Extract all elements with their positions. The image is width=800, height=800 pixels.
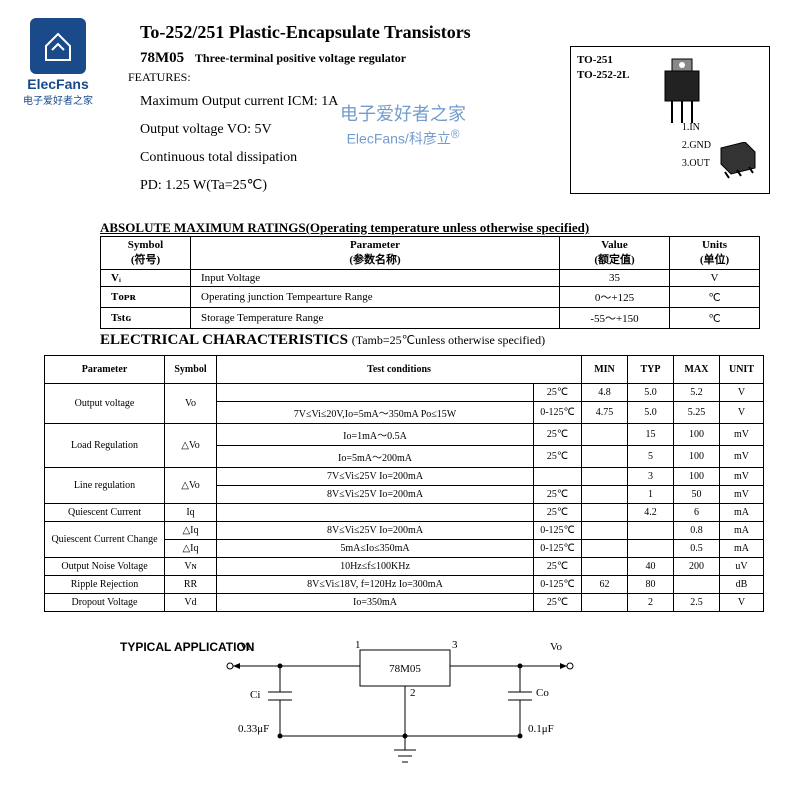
col-units: Units(单位): [670, 237, 760, 270]
page-title: To-252/251 Plastic-Encapsulate Transisto…: [140, 22, 471, 43]
amr-title: ABSOLUTE MAXIMUM RATINGS(Operating tempe…: [100, 220, 760, 236]
feature-item: PD: 1.25 W(Ta=25℃): [140, 172, 338, 200]
table-row: Load Regulation △Vo Io=1mA～0.5A 25℃ 15 1…: [45, 424, 764, 446]
table-header-row: Symbol(符号) Parameter(参数名称) Value(额定值) Un…: [101, 237, 760, 270]
table-row: Quiescent Current Iq 25℃ 4.2 6 mA: [45, 504, 764, 522]
svg-text:Co: Co: [536, 687, 549, 699]
part-description: Three-terminal positive voltage regulato…: [195, 51, 406, 65]
package-box: TO-251 TO-252-2L 1.IN 2.GND 3.OUT: [570, 46, 770, 194]
svg-text:2: 2: [410, 687, 416, 699]
svg-text:Vi: Vi: [240, 641, 250, 653]
svg-text:0.1μF: 0.1μF: [528, 723, 554, 735]
table-row: Line regulation △Vo 7V≤Vi≤25V Io=200mA 3…: [45, 468, 764, 486]
svg-text:Vo: Vo: [550, 641, 563, 653]
part-number: 78M05: [140, 50, 184, 66]
table-row: Output voltage Vo 25℃ 4.8 5.0 5.2 V: [45, 384, 764, 402]
brand-logo: ElecFans 电子爱好者之家: [18, 18, 98, 107]
package-drawing-to252: [715, 142, 761, 185]
package-pins: 1.IN 2.GND 3.OUT: [682, 119, 711, 173]
pin-label: 3.OUT: [682, 155, 711, 173]
svg-text:0.33μF: 0.33μF: [238, 723, 269, 735]
watermark-en: ElecFans/科彦立®: [340, 127, 466, 149]
circuit-diagram: 78M05 1 3 2 Vi Vo Ci 0.33μF Co 0.1μF: [200, 636, 600, 776]
amr-table: Symbol(符号) Parameter(参数名称) Value(额定值) Un…: [100, 236, 760, 329]
logo-subtitle: 电子爱好者之家: [18, 92, 98, 107]
feature-item: Maximum Output current ICM: 1A: [140, 88, 338, 116]
part-row: 78M05 Three-terminal positive voltage re…: [140, 50, 406, 67]
table-row: Tᴏᴘʀ Operating junction Tempearture Rang…: [101, 287, 760, 308]
table-row: Ripple Rejection RR 8V≤Vi≤18V, f=120Hz I…: [45, 576, 764, 594]
ec-table: Parameter Symbol Test conditions MIN TYP…: [44, 355, 764, 612]
col-symbol: Symbol(符号): [101, 237, 191, 270]
col-parameter: Parameter(参数名称): [191, 237, 560, 270]
feature-item: Continuous total dissipation: [140, 144, 338, 172]
table-row: Quiescent Current Change △Iq 8V≤Vi≤25V I…: [45, 522, 764, 540]
table-row: Vᵢ Input Voltage 35 V: [101, 270, 760, 287]
ec-title: ELECTRICAL CHARACTERISTICS (Tamb=25℃unle…: [100, 332, 764, 349]
table-row: Tstɢ Storage Temperature Range -55～+150 …: [101, 308, 760, 329]
features-header: FEATURES:: [128, 70, 191, 85]
table-row: Output Noise Voltage Vɴ 10Hz≤f≤100KHz 25…: [45, 558, 764, 576]
logo-name: ElecFans: [18, 76, 98, 92]
amr-section: ABSOLUTE MAXIMUM RATINGS(Operating tempe…: [100, 220, 760, 329]
svg-text:1: 1: [355, 639, 361, 651]
logo-icon: [30, 18, 86, 74]
pin-label: 1.IN: [682, 119, 711, 137]
ec-section: ELECTRICAL CHARACTERISTICS (Tamb=25℃unle…: [44, 332, 764, 612]
table-row: Dropout Voltage Vd Io=350mA 25℃ 2 2.5 V: [45, 594, 764, 612]
svg-text:Ci: Ci: [250, 689, 260, 701]
svg-text:3: 3: [452, 639, 458, 651]
col-value: Value(额定值): [560, 237, 670, 270]
table-header-row: Parameter Symbol Test conditions MIN TYP…: [45, 356, 764, 384]
features-list: Maximum Output current ICM: 1A Output vo…: [140, 88, 338, 200]
watermark-cn: 电子爱好者之家: [340, 102, 466, 127]
svg-text:78M05: 78M05: [389, 663, 421, 675]
feature-item: Output voltage VO: 5V: [140, 116, 338, 144]
pin-label: 2.GND: [682, 137, 711, 155]
watermark: 电子爱好者之家 ElecFans/科彦立®: [340, 102, 466, 149]
